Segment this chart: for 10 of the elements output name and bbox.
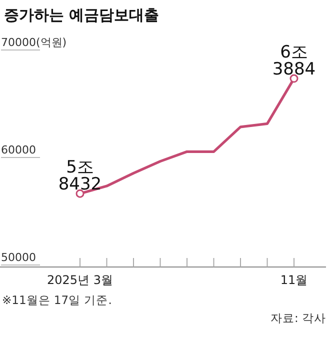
text: 자료: 각사 bbox=[270, 311, 326, 325]
annotation: 5조 8432 bbox=[58, 158, 102, 195]
y-tick-label: 50000 bbox=[1, 251, 36, 264]
y-tick-label: 70000(억원) bbox=[1, 36, 67, 49]
x-tick-label: 2025년 3월 bbox=[47, 273, 113, 287]
y-tick-label: 60000 bbox=[1, 144, 36, 156]
x-tick-label: 11월 bbox=[280, 273, 308, 287]
chart-title: 증가하는 예금담보대출 bbox=[4, 6, 160, 24]
text: ※11월은 17일 기준. bbox=[2, 293, 112, 307]
annotation: 6조 3884 bbox=[272, 42, 316, 80]
